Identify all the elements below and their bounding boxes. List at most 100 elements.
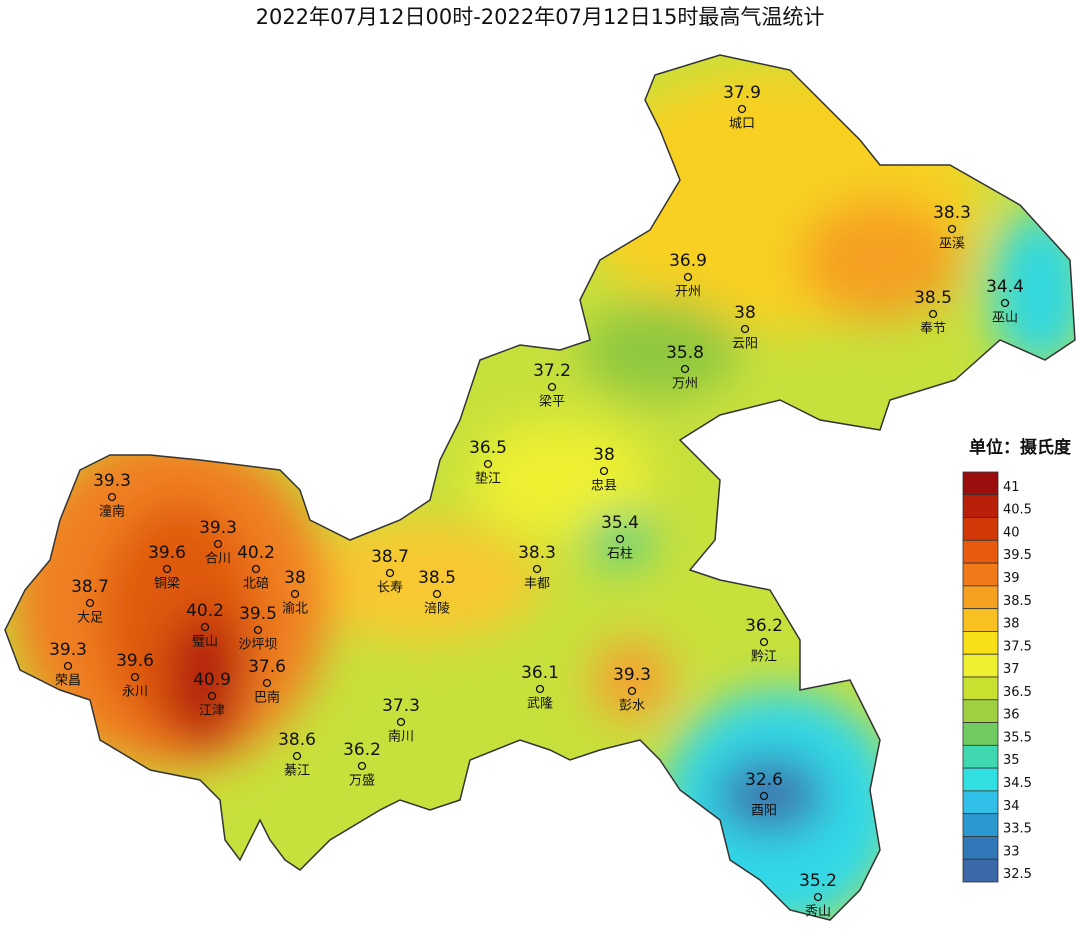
station-value: 36.2 — [745, 616, 783, 636]
legend-title: 单位：摄氏度 — [969, 437, 1072, 458]
legend-label: 38 — [1003, 617, 1020, 632]
station-name: 梁平 — [539, 395, 565, 410]
station-value: 40.9 — [193, 670, 231, 690]
station-marker — [759, 637, 769, 647]
station-value: 37.9 — [723, 83, 761, 103]
station-value: 36.1 — [521, 663, 559, 683]
station-marker — [1000, 298, 1010, 308]
legend-swatch — [962, 585, 999, 610]
station-value: 39.3 — [93, 471, 131, 491]
station-value: 38.7 — [71, 577, 109, 597]
station-marker — [615, 534, 625, 544]
station-name: 黔江 — [751, 650, 777, 665]
station-name: 巫溪 — [939, 237, 965, 252]
station-marker — [683, 272, 693, 282]
legend-label: 40.5 — [1003, 503, 1032, 518]
station-value: 37.2 — [533, 361, 571, 381]
legend-label: 38.5 — [1003, 594, 1032, 609]
legend-swatch — [962, 813, 999, 837]
station-marker — [207, 691, 217, 701]
legend-swatch — [962, 631, 999, 655]
station-name: 涪陵 — [424, 602, 450, 617]
legend-label: 39.5 — [1003, 548, 1032, 563]
station-name: 万州 — [672, 377, 698, 392]
legend-label: 34.5 — [1003, 776, 1032, 791]
station-name: 巴南 — [254, 690, 280, 706]
station-value: 39.3 — [49, 640, 87, 660]
station-marker — [947, 224, 957, 234]
station-value: 39.3 — [199, 518, 237, 538]
legend-swatch — [962, 836, 999, 860]
temperature-field — [5, 55, 1075, 920]
legend-swatch — [962, 744, 999, 769]
station-value: 37.3 — [382, 696, 420, 716]
legend-label: 35 — [1003, 753, 1020, 768]
station-value: 36.2 — [343, 740, 381, 760]
station-value: 40.2 — [237, 543, 275, 563]
station-name: 城口 — [729, 117, 755, 132]
station-marker — [928, 309, 938, 319]
station-marker — [680, 364, 690, 374]
station-marker — [292, 751, 302, 761]
station-marker — [432, 589, 442, 599]
legend-swatch — [962, 608, 999, 632]
station-name: 奉节 — [920, 322, 946, 337]
station-value: 38.5 — [418, 568, 456, 588]
station-value: 38 — [734, 303, 756, 323]
legend-label: 35.5 — [1003, 730, 1032, 745]
station-name: 江津 — [199, 704, 225, 719]
legend-swatch — [962, 517, 999, 541]
station-value: 38.5 — [914, 288, 952, 308]
station-name: 潼南 — [99, 504, 125, 520]
station-marker — [813, 892, 823, 902]
legend-label: 32.5 — [1003, 867, 1032, 882]
station-name: 万盛 — [349, 774, 375, 789]
legend-swatch — [962, 471, 999, 496]
station-value: 39.6 — [148, 543, 186, 563]
station-name: 綦江 — [284, 764, 310, 779]
station-name: 渝北 — [282, 601, 308, 617]
station-name: 武隆 — [527, 697, 553, 712]
station-value: 38.3 — [518, 543, 556, 563]
station-name: 垫江 — [475, 471, 501, 487]
legend-swatch — [962, 539, 999, 564]
station-marker — [535, 684, 545, 694]
station-marker — [63, 661, 73, 671]
station-name: 合川 — [205, 552, 231, 567]
station-name: 开州 — [675, 285, 701, 300]
station-marker — [396, 717, 406, 727]
station-name: 荣昌 — [55, 674, 81, 689]
station-name: 北碚 — [243, 577, 269, 592]
station-value: 36.9 — [669, 251, 707, 271]
station-value: 36.5 — [469, 438, 507, 458]
legend-label: 40 — [1003, 525, 1020, 540]
station-name: 长寿 — [377, 581, 403, 596]
legend-swatch — [962, 676, 999, 701]
legend-swatch — [962, 653, 999, 678]
legend-swatch — [962, 562, 999, 587]
title: 2022年07月12日00时-2022年07月12日15时最高气温统计 — [256, 5, 825, 29]
station-value: 35.2 — [799, 871, 837, 891]
station-value: 38 — [593, 445, 615, 465]
station-value: 39.6 — [116, 651, 154, 671]
station-marker — [740, 324, 750, 334]
station-name: 沙坪坝 — [238, 638, 277, 653]
station-name: 铜梁 — [154, 577, 180, 592]
station-marker — [737, 104, 747, 114]
station-marker — [759, 791, 769, 801]
station-value: 39.5 — [239, 604, 277, 624]
legend-label: 37 — [1003, 662, 1020, 677]
legend-swatch — [962, 767, 999, 792]
legend-swatch — [962, 722, 999, 746]
legend-swatch — [962, 494, 999, 518]
legend-label: 36 — [1003, 708, 1020, 723]
legend-swatch — [962, 858, 999, 883]
legend-label: 36.5 — [1003, 685, 1032, 700]
station-name: 云阳 — [732, 337, 758, 352]
station-name: 永川 — [122, 685, 148, 700]
station-marker — [162, 564, 172, 574]
station-marker — [251, 564, 261, 574]
legend-label: 33.5 — [1003, 822, 1032, 837]
station-marker — [599, 466, 609, 476]
